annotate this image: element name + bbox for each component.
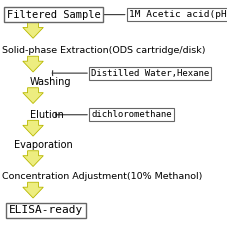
Text: Filtered Sample: Filtered Sample xyxy=(7,10,100,20)
Text: Solid-phase Extraction(ODS cartridge/disk): Solid-phase Extraction(ODS cartridge/dis… xyxy=(2,46,205,55)
FancyArrow shape xyxy=(23,120,43,136)
FancyArrow shape xyxy=(23,88,43,104)
Text: Evaporation: Evaporation xyxy=(14,140,72,150)
Text: Elution: Elution xyxy=(30,110,63,120)
Text: Concentration Adjustment(10% Methanol): Concentration Adjustment(10% Methanol) xyxy=(2,172,202,181)
Text: dichloromethane: dichloromethane xyxy=(91,110,171,119)
FancyArrow shape xyxy=(23,22,43,38)
FancyArrow shape xyxy=(23,182,43,198)
Text: Washing: Washing xyxy=(30,77,71,87)
Text: Distilled Water,Hexane: Distilled Water,Hexane xyxy=(91,69,209,78)
FancyArrow shape xyxy=(23,151,43,166)
Text: 1M Acetic acid(pH5): 1M Acetic acid(pH5) xyxy=(128,10,227,19)
FancyArrow shape xyxy=(23,56,43,72)
Text: ELISA-ready: ELISA-ready xyxy=(9,205,83,215)
